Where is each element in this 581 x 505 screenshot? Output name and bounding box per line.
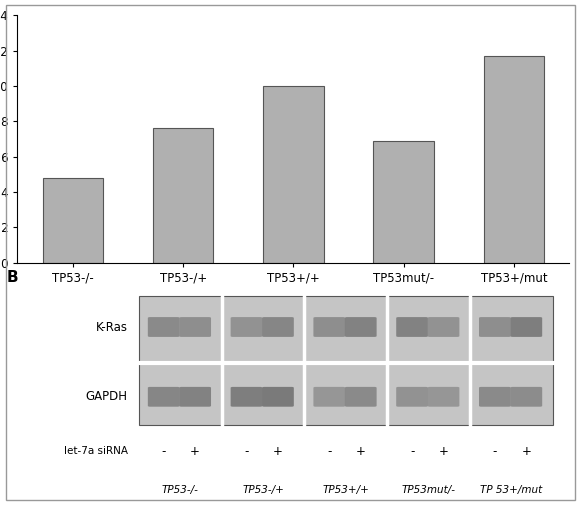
Text: B: B <box>6 270 18 285</box>
Text: GAPDH: GAPDH <box>86 390 128 403</box>
Text: -: - <box>162 444 166 458</box>
Text: -: - <box>410 444 414 458</box>
Text: +: + <box>273 444 283 458</box>
FancyBboxPatch shape <box>262 387 294 407</box>
FancyBboxPatch shape <box>231 387 263 407</box>
FancyBboxPatch shape <box>511 387 542 407</box>
Text: TP53+/+: TP53+/+ <box>322 485 370 495</box>
Text: +: + <box>356 444 365 458</box>
Text: let-7a siRNA: let-7a siRNA <box>64 446 128 456</box>
Text: TP53mut/-: TP53mut/- <box>401 485 456 495</box>
Text: K-Ras: K-Ras <box>96 321 128 333</box>
Text: -: - <box>327 444 332 458</box>
Bar <box>42 178 103 263</box>
FancyBboxPatch shape <box>231 317 263 337</box>
FancyBboxPatch shape <box>180 317 211 337</box>
Bar <box>483 56 544 263</box>
Text: -: - <box>244 444 249 458</box>
FancyBboxPatch shape <box>148 387 180 407</box>
Text: TP 53+/mut: TP 53+/mut <box>480 485 543 495</box>
Text: TP53-/+: TP53-/+ <box>242 485 284 495</box>
Text: -: - <box>493 444 497 458</box>
Bar <box>263 86 324 263</box>
FancyBboxPatch shape <box>180 387 211 407</box>
Text: +: + <box>190 444 200 458</box>
FancyBboxPatch shape <box>511 317 542 337</box>
Bar <box>153 128 213 263</box>
FancyBboxPatch shape <box>396 387 428 407</box>
FancyBboxPatch shape <box>313 317 345 337</box>
Bar <box>374 141 434 263</box>
FancyBboxPatch shape <box>428 387 460 407</box>
FancyBboxPatch shape <box>428 317 460 337</box>
FancyBboxPatch shape <box>479 317 511 337</box>
FancyBboxPatch shape <box>479 387 511 407</box>
FancyBboxPatch shape <box>396 317 428 337</box>
FancyBboxPatch shape <box>345 387 376 407</box>
Text: TP53-/-: TP53-/- <box>162 485 199 495</box>
FancyBboxPatch shape <box>313 387 345 407</box>
Text: +: + <box>521 444 531 458</box>
Text: +: + <box>439 444 449 458</box>
Bar <box>139 296 553 425</box>
FancyBboxPatch shape <box>148 317 180 337</box>
FancyBboxPatch shape <box>345 317 376 337</box>
FancyBboxPatch shape <box>262 317 294 337</box>
